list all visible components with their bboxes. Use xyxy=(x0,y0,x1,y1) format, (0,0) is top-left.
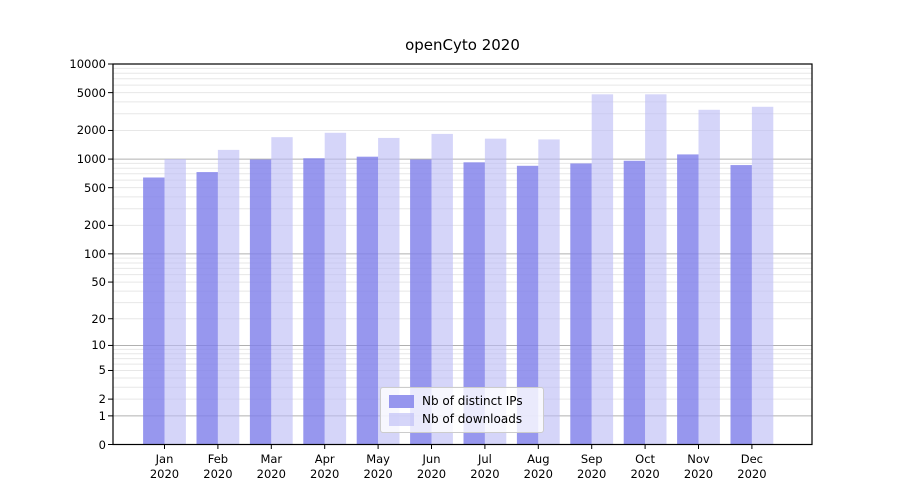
bar-downloads-sep xyxy=(591,94,614,445)
x-tick-label-year: 2020 xyxy=(256,467,286,481)
x-tick-label-month: Nov xyxy=(687,452,710,466)
x-tick-label-feb: Feb 2020 xyxy=(191,452,245,482)
bar-distinct-ips-sep xyxy=(570,163,592,445)
x-tick-label-year: 2020 xyxy=(577,467,607,481)
bar-downloads-mar xyxy=(271,137,293,445)
y-tick-label-5000: 5000 xyxy=(76,85,106,100)
bar-distinct-ips-mar xyxy=(249,159,272,445)
bar-downloads-feb xyxy=(217,149,240,445)
x-tick-label-month: Apr xyxy=(314,452,335,466)
x-tick-label-month: Dec xyxy=(740,452,764,466)
x-tick-label-jul: Jul 2020 xyxy=(458,452,512,482)
bar-downloads-apr xyxy=(324,132,347,445)
x-tick-label-dec: Dec 2020 xyxy=(725,452,779,482)
x-tick-label-year: 2020 xyxy=(310,467,340,481)
legend-swatch-downloads xyxy=(389,412,414,426)
y-tick-label-10000: 10000 xyxy=(69,57,106,71)
bar-downloads-jul xyxy=(484,138,507,445)
y-tick-label-10: 10 xyxy=(91,338,106,353)
x-tick-label-month: Oct xyxy=(635,452,656,466)
bar-downloads-may xyxy=(378,137,400,445)
x-tick-label-year: 2020 xyxy=(737,467,767,481)
bar-downloads-jan xyxy=(164,159,186,445)
y-tick-label-50: 50 xyxy=(91,275,106,290)
y-tick-label-100: 100 xyxy=(84,246,106,261)
y-tick-label-2000: 2000 xyxy=(76,123,106,138)
x-tick-label-jun: Jun 2020 xyxy=(405,452,459,482)
x-tick-label-year: 2020 xyxy=(523,467,553,481)
legend-label-distinct-ips: Nb of distinct IPs xyxy=(422,394,523,408)
x-tick-label-year: 2020 xyxy=(363,467,393,481)
y-tick-label-20: 20 xyxy=(91,311,106,326)
legend: Nb of distinct IPs Nb of downloads xyxy=(380,387,544,433)
bar-distinct-ips-jul xyxy=(463,162,485,445)
bar-distinct-ips-apr xyxy=(303,158,325,445)
x-tick-label-month: May xyxy=(366,452,390,466)
bar-distinct-ips-nov xyxy=(677,154,699,445)
legend-item-downloads: Nb of downloads xyxy=(389,412,535,426)
x-tick-label-month: Aug xyxy=(527,452,550,466)
x-tick-label-month: Feb xyxy=(207,452,229,466)
x-tick-label-month: Jun xyxy=(422,452,441,466)
legend-item-distinct-ips: Nb of distinct IPs xyxy=(389,394,535,408)
bar-distinct-ips-jan xyxy=(143,177,165,445)
x-tick-label-nov: Nov 2020 xyxy=(672,452,726,482)
x-tick-label-mar: Mar 2020 xyxy=(244,452,298,482)
x-tick-label-apr: Apr 2020 xyxy=(298,452,352,482)
bar-distinct-ips-jun xyxy=(410,159,432,445)
x-tick-label-year: 2020 xyxy=(203,467,233,481)
x-tick-label-jan: Jan 2020 xyxy=(138,452,192,482)
legend-label-downloads: Nb of downloads xyxy=(422,412,523,426)
x-tick-label-may: May 2020 xyxy=(351,452,405,482)
chart-title: openCyto 2020 xyxy=(405,36,520,54)
y-tick-label-200: 200 xyxy=(84,218,106,233)
x-tick-label-month: Jan xyxy=(155,452,174,466)
x-tick-label-year: 2020 xyxy=(416,467,447,481)
y-tick-label-0: 0 xyxy=(98,437,106,452)
x-tick-label-oct: Oct 2020 xyxy=(618,452,672,482)
y-tick-label-1000: 1000 xyxy=(76,152,106,167)
bar-distinct-ips-may xyxy=(356,156,379,445)
x-tick-label-year: 2020 xyxy=(630,467,660,481)
x-tick-label-year: 2020 xyxy=(683,467,714,481)
x-tick-label-year: 2020 xyxy=(470,467,500,481)
bar-distinct-ips-dec xyxy=(730,165,752,445)
x-tick-label-month: Mar xyxy=(260,452,283,466)
x-tick-label-year: 2020 xyxy=(149,467,180,481)
y-tick-label-2: 2 xyxy=(98,392,106,407)
x-tick-label-aug: Aug 2020 xyxy=(511,452,565,482)
y-tick-label-500: 500 xyxy=(84,180,106,195)
bar-distinct-ips-oct xyxy=(623,160,646,445)
y-tick-label-5: 5 xyxy=(98,363,106,378)
legend-swatch-distinct-ips xyxy=(389,394,414,408)
bar-downloads-jun xyxy=(431,133,453,445)
y-tick-label-1: 1 xyxy=(98,408,106,423)
bar-downloads-dec xyxy=(751,106,774,445)
bar-downloads-oct xyxy=(645,94,667,445)
x-tick-label-month: Sep xyxy=(580,452,603,466)
bar-distinct-ips-aug xyxy=(516,165,539,445)
bar-downloads-nov xyxy=(698,109,720,445)
x-tick-label-sep: Sep 2020 xyxy=(565,452,619,482)
x-tick-label-month: Jul xyxy=(477,452,492,466)
bar-distinct-ips-feb xyxy=(196,172,218,445)
bar-downloads-aug xyxy=(538,139,560,445)
